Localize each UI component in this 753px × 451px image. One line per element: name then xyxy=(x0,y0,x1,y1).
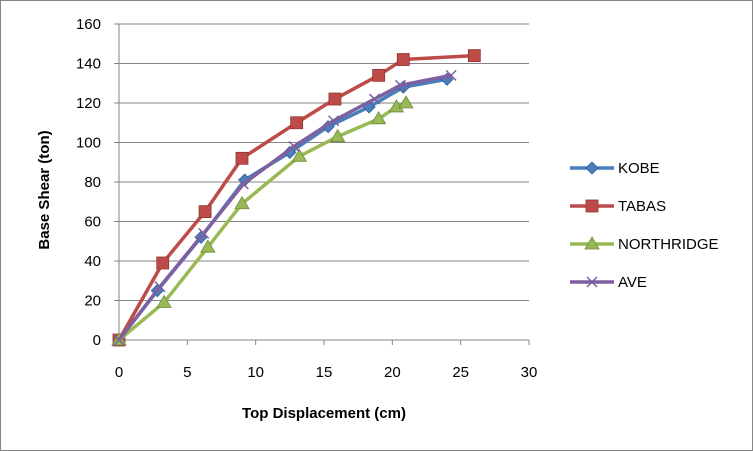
y-tick-label: 140 xyxy=(76,56,101,73)
legend-item-northridge: NORTHRIDGE xyxy=(570,236,719,253)
series-northridge xyxy=(111,95,414,346)
x-tick-label: 15 xyxy=(316,364,333,381)
data-point-northridge xyxy=(156,294,172,308)
y-tick-label: 160 xyxy=(76,16,101,33)
x-tick-label: 10 xyxy=(247,364,264,381)
data-point-tabas xyxy=(290,116,304,130)
y-tick-label: 40 xyxy=(84,253,101,270)
legend-marker xyxy=(585,199,599,213)
marker-stroke xyxy=(237,178,249,190)
data-point-ave xyxy=(369,93,381,105)
data-point-ave xyxy=(237,178,249,190)
data-point-northridge xyxy=(200,239,216,253)
legend-item-ave: AVE xyxy=(570,274,647,291)
series-ave xyxy=(113,69,457,346)
legend: KOBE TABAS NORTHRIDGE AVE xyxy=(570,160,719,291)
data-point-ave xyxy=(198,227,210,239)
data-point-tabas xyxy=(198,205,212,219)
legend-marker xyxy=(585,161,599,175)
y-tick-label: 120 xyxy=(76,95,101,112)
data-point-northridge xyxy=(234,195,250,210)
marker-stroke xyxy=(445,69,457,81)
x-tick-label: 0 xyxy=(115,364,123,381)
marker-stroke xyxy=(369,93,381,105)
y-axis-title: Base Shear (ton) xyxy=(36,130,53,249)
x-axis-title: Top Displacement (cm) xyxy=(242,405,406,422)
legend-label: NORTHRIDGE xyxy=(618,236,719,253)
data-point-northridge xyxy=(370,111,387,125)
data-point-northridge xyxy=(329,128,346,142)
marker-stroke xyxy=(395,79,407,91)
series-group xyxy=(111,49,481,347)
x-tick-label: 25 xyxy=(452,364,469,381)
data-point-ave xyxy=(395,79,407,91)
data-point-ave xyxy=(328,115,340,127)
marker-stroke xyxy=(586,276,598,288)
y-tick-labels: 0 20 40 60 80 100 120 140 160 xyxy=(76,16,101,349)
marker-stroke xyxy=(198,227,210,239)
axes xyxy=(114,23,530,345)
legend-marker xyxy=(584,236,600,250)
data-point-northridge xyxy=(398,95,414,109)
legend-label: TABAS xyxy=(618,198,666,215)
x-tick-labels: 0 5 10 15 20 25 30 xyxy=(115,364,538,381)
data-point-ave xyxy=(113,334,125,346)
marker-stroke xyxy=(328,115,340,127)
y-tick-label: 100 xyxy=(76,135,101,152)
data-point-tabas xyxy=(372,68,386,82)
marker-stroke xyxy=(154,281,166,293)
x-tick-label: 20 xyxy=(384,364,401,381)
legend-item-kobe: KOBE xyxy=(570,160,660,177)
x-tick-label: 5 xyxy=(183,364,191,381)
y-tick-label: 60 xyxy=(84,214,101,231)
data-point-tabas xyxy=(328,92,342,106)
y-tick-label: 20 xyxy=(84,293,101,310)
y-tick-label: 0 xyxy=(93,332,101,349)
data-point-tabas xyxy=(156,256,170,270)
series-tabas xyxy=(112,49,481,347)
data-point-tabas xyxy=(467,49,481,62)
data-point-tabas xyxy=(235,151,249,165)
data-point-ave xyxy=(445,69,457,81)
legend-label: KOBE xyxy=(618,160,660,177)
series-line-tabas xyxy=(117,53,475,341)
legend-label: AVE xyxy=(618,274,647,291)
data-point-northridge xyxy=(291,148,308,162)
data-point-ave xyxy=(154,281,166,293)
marker-stroke xyxy=(113,334,125,346)
legend-item-tabas: TABAS xyxy=(570,198,666,215)
data-point-ave xyxy=(288,140,300,152)
legend-marker xyxy=(586,276,598,288)
marker-stroke xyxy=(288,140,300,152)
data-point-tabas xyxy=(396,53,410,66)
x-tick-label: 30 xyxy=(521,364,538,381)
y-tick-label: 80 xyxy=(84,174,101,191)
